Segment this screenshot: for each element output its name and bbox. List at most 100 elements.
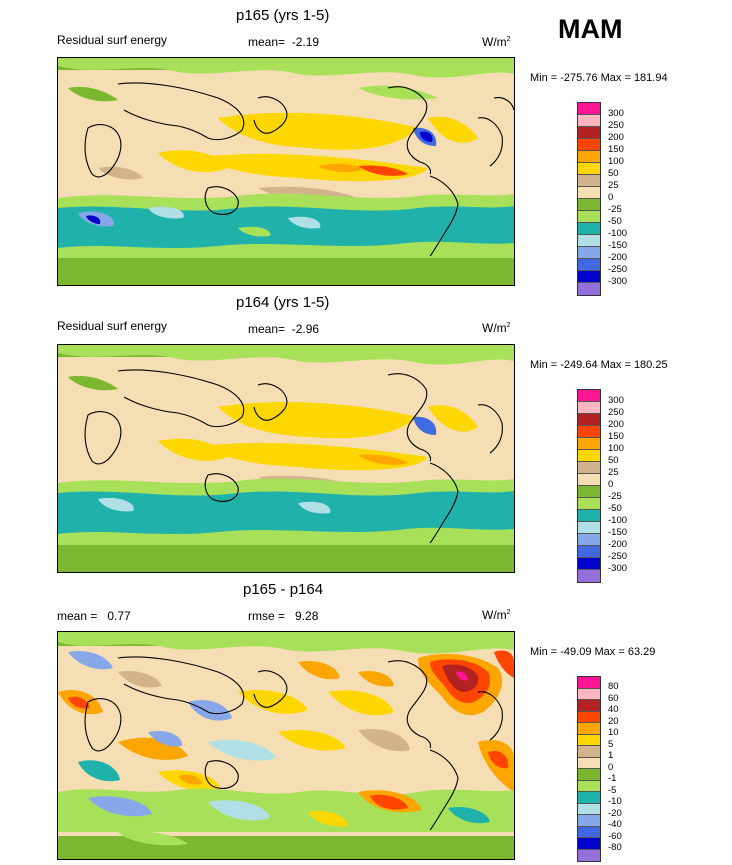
panel2-variable-label: Residual surf energy bbox=[57, 319, 168, 333]
panel1-mean-value: -2.19 bbox=[291, 35, 320, 49]
colorbar-swatch bbox=[578, 283, 600, 295]
colorbar-label: 60 bbox=[608, 693, 619, 704]
panel2-units: W/m2 bbox=[482, 321, 511, 335]
colorbar-label: -100 bbox=[608, 228, 628, 239]
colorbar-label: -1 bbox=[608, 773, 617, 784]
colorbar-swatch bbox=[578, 849, 600, 861]
colorbar-swatch bbox=[578, 223, 600, 235]
panel1-variable-label: Residual surf energy bbox=[57, 33, 168, 47]
colorbar-swatch bbox=[578, 769, 600, 781]
colorbar-swatch bbox=[578, 247, 600, 259]
colorbar-swatch bbox=[578, 734, 600, 746]
panel3-mean-value: 0.77 bbox=[107, 609, 131, 623]
colorbar-swatch bbox=[578, 103, 600, 115]
colorbar-label: -150 bbox=[608, 527, 628, 538]
colorbar-swatch bbox=[578, 199, 600, 211]
colorbar-swatch bbox=[578, 688, 600, 700]
colorbar-swatch bbox=[578, 780, 600, 792]
colorbar-label: -80 bbox=[608, 842, 622, 853]
colorbar-swatch bbox=[578, 757, 600, 769]
colorbar-label: 25 bbox=[608, 467, 619, 478]
panel3-map bbox=[57, 631, 515, 860]
colorbar-label: -250 bbox=[608, 264, 628, 275]
colorbar-swatch bbox=[578, 438, 600, 450]
colorbar-swatch bbox=[578, 826, 600, 838]
panel2-title: p164 (yrs 1-5) bbox=[236, 294, 330, 311]
colorbar-label: -200 bbox=[608, 252, 628, 263]
colorbar-label: 250 bbox=[608, 407, 624, 418]
colorbar-label: 200 bbox=[608, 132, 624, 143]
colorbar-label: 0 bbox=[608, 479, 614, 490]
panel3-title: p165 - p164 bbox=[243, 581, 324, 598]
colorbar-label: 5 bbox=[608, 739, 614, 750]
colorbar-label: 300 bbox=[608, 395, 624, 406]
colorbar-label: -250 bbox=[608, 551, 628, 562]
colorbar-label: 0 bbox=[608, 762, 614, 773]
colorbar-label: -20 bbox=[608, 808, 622, 819]
colorbar-swatch bbox=[578, 723, 600, 735]
colorbar-swatch bbox=[578, 450, 600, 462]
colorbar-label: -25 bbox=[608, 491, 622, 502]
colorbar-label: -40 bbox=[608, 819, 622, 830]
panel1-mean-label: mean= -2.19 bbox=[248, 35, 320, 49]
colorbar-swatch bbox=[578, 792, 600, 804]
colorbar-swatch bbox=[578, 522, 600, 534]
colorbar-label: 100 bbox=[608, 156, 624, 167]
colorbar-label: 250 bbox=[608, 120, 624, 131]
colorbar-swatch bbox=[578, 838, 600, 850]
colorbar-swatch bbox=[578, 414, 600, 426]
colorbar-label: 150 bbox=[608, 144, 624, 155]
colorbar-swatch bbox=[578, 175, 600, 187]
colorbar-swatch bbox=[578, 677, 600, 689]
colorbar-swatch bbox=[578, 163, 600, 175]
colorbar-swatch bbox=[578, 235, 600, 247]
colorbar-label: -25 bbox=[608, 204, 622, 215]
colorbar-swatch bbox=[578, 390, 600, 402]
colorbar-label: 100 bbox=[608, 443, 624, 454]
colorbar-swatch bbox=[578, 534, 600, 546]
colorbar-label: 25 bbox=[608, 180, 619, 191]
colorbar-label: 10 bbox=[608, 727, 619, 738]
panel1-units: W/m2 bbox=[482, 35, 511, 49]
colorbar-swatch bbox=[578, 139, 600, 151]
colorbar-swatch bbox=[578, 746, 600, 758]
panel2-mean-value: -2.96 bbox=[291, 322, 320, 336]
colorbar-label: 80 bbox=[608, 681, 619, 692]
colorbar-label: -60 bbox=[608, 831, 622, 842]
colorbar-label: 20 bbox=[608, 716, 619, 727]
panel3-mean-label: mean = 0.77 bbox=[57, 609, 131, 623]
colorbar-swatch bbox=[578, 462, 600, 474]
colorbar-swatch bbox=[578, 474, 600, 486]
colorbar-swatch bbox=[578, 115, 600, 127]
panel1-minmax: Min = -275.76 Max = 181.94 bbox=[530, 72, 668, 84]
colorbar-swatch bbox=[578, 426, 600, 438]
colorbar-label: -100 bbox=[608, 515, 628, 526]
colorbar-swatch bbox=[578, 211, 600, 223]
colorbar-swatch bbox=[578, 127, 600, 139]
colorbar-label: -50 bbox=[608, 503, 622, 514]
colorbar-swatch bbox=[578, 151, 600, 163]
panel2-minmax: Min = -249.64 Max = 180.25 bbox=[530, 359, 668, 371]
colorbar-label: 40 bbox=[608, 704, 619, 715]
panel2-map bbox=[57, 344, 515, 573]
panel1-colorbar bbox=[577, 102, 601, 296]
panel2-mean-label: mean= -2.96 bbox=[248, 322, 320, 336]
colorbar-swatch bbox=[578, 711, 600, 723]
season-label: MAM bbox=[558, 14, 623, 44]
colorbar-swatch bbox=[578, 700, 600, 712]
panel3-minmax: Min = -49.09 Max = 63.29 bbox=[530, 646, 656, 658]
panel2-colorbar bbox=[577, 389, 601, 583]
colorbar-swatch bbox=[578, 402, 600, 414]
panel3-rmse-value: 9.28 bbox=[295, 609, 319, 623]
colorbar-label: -300 bbox=[608, 563, 628, 574]
colorbar-swatch bbox=[578, 546, 600, 558]
colorbar-label: -5 bbox=[608, 785, 617, 796]
colorbar-label: -50 bbox=[608, 216, 622, 227]
colorbar-swatch bbox=[578, 187, 600, 199]
panel3-rmse-label: rmse = 9.28 bbox=[248, 609, 319, 623]
colorbar-label: 1 bbox=[608, 750, 614, 761]
colorbar-swatch bbox=[578, 558, 600, 570]
panel1-title: p165 (yrs 1-5) bbox=[236, 7, 330, 24]
colorbar-label: 0 bbox=[608, 192, 614, 203]
colorbar-label: -150 bbox=[608, 240, 628, 251]
